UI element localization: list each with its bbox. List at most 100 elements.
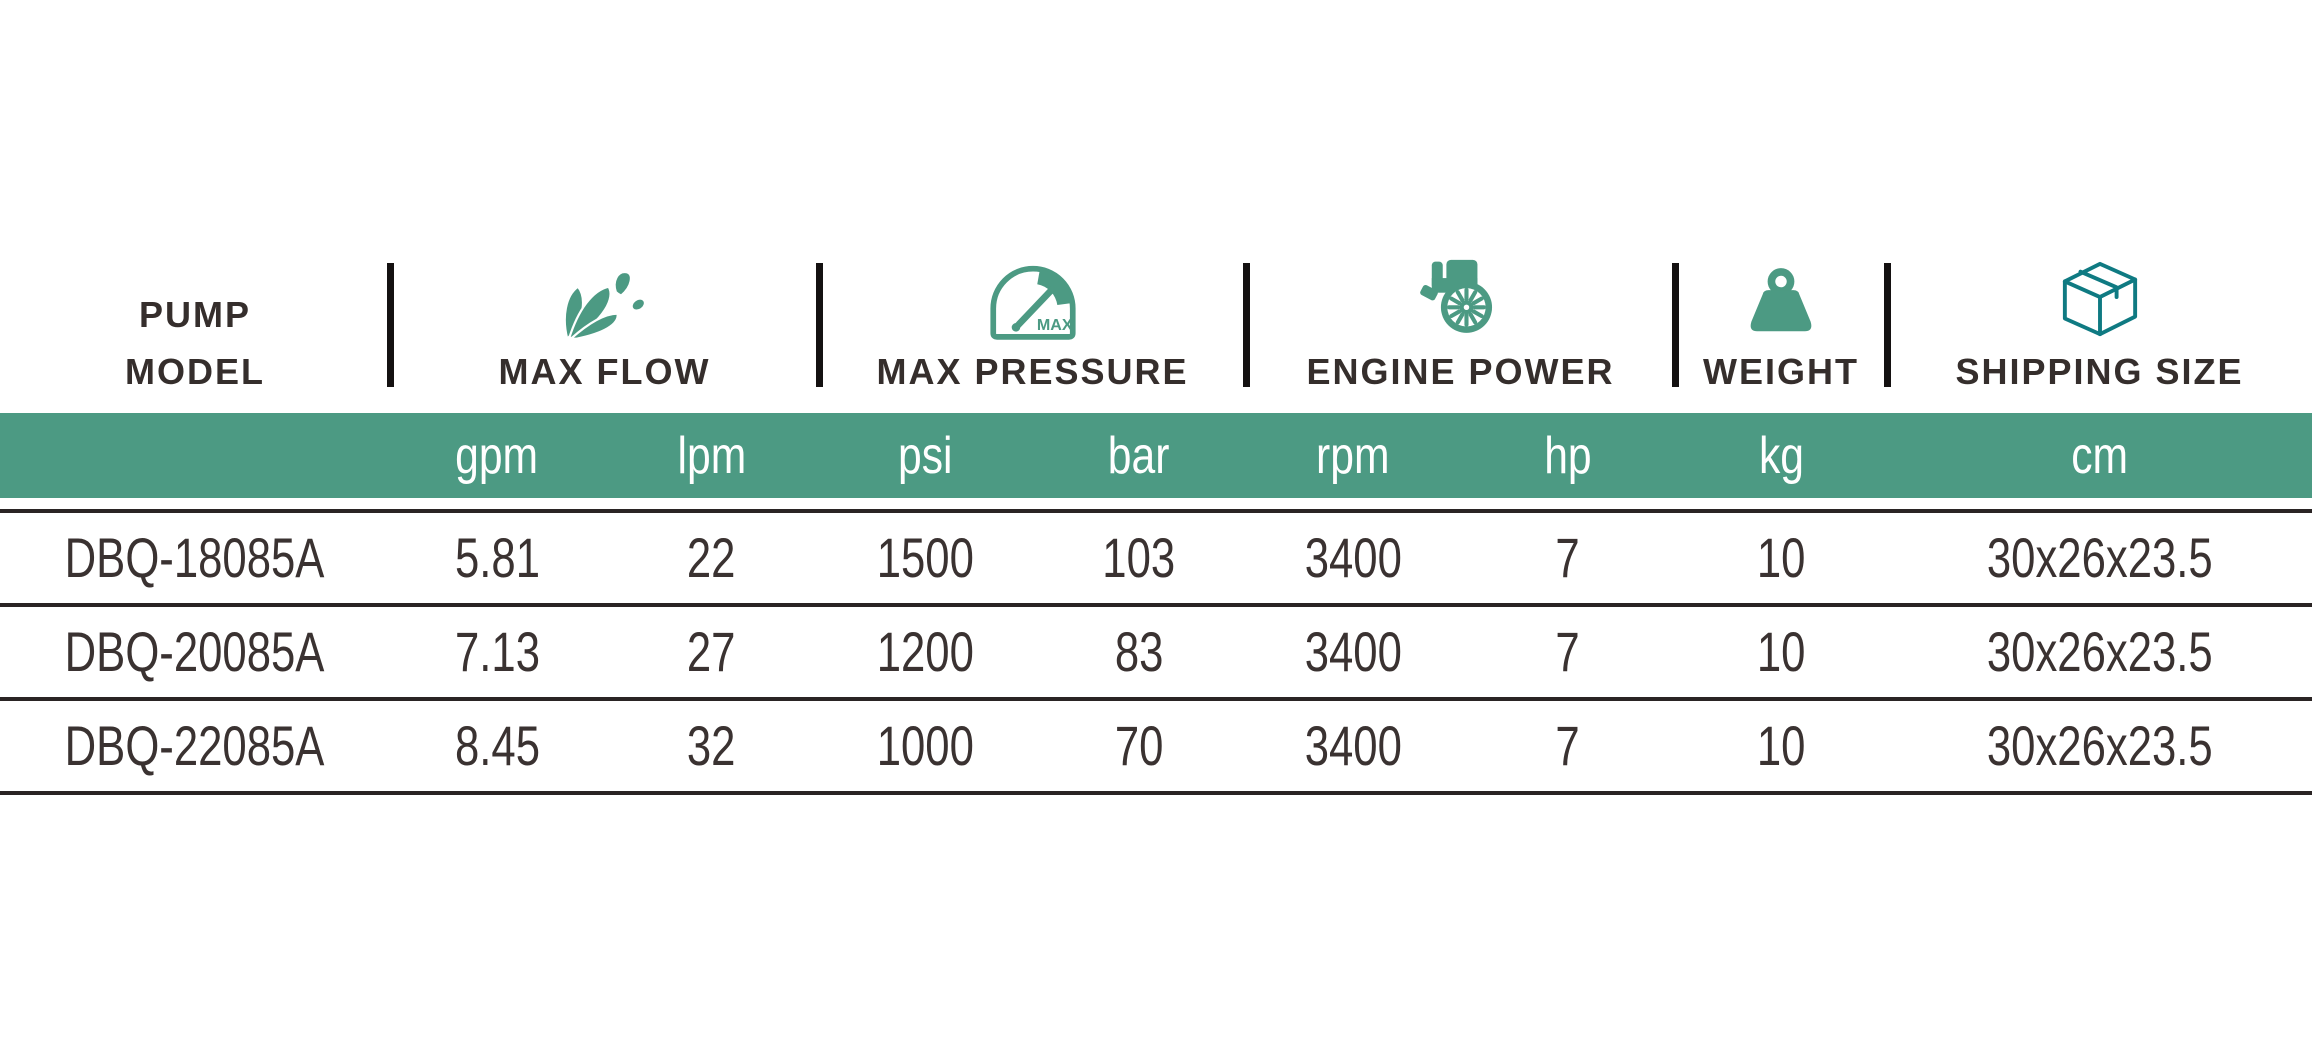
cell-cm: 30x26x23.5 — [1955, 530, 2245, 586]
weight-icon — [1750, 268, 1812, 332]
cell-psi: 1200 — [863, 624, 988, 680]
model-text: DBQ-18085A — [65, 526, 325, 589]
unit-gpm-text: gpm — [455, 426, 539, 485]
value-text: 10 — [1756, 620, 1806, 683]
value-text: 3400 — [1304, 620, 1402, 683]
header-shipping-size: SHIPPING SIZE — [1887, 257, 2312, 393]
header-divider — [1672, 263, 1679, 387]
value-text: 30x26x23.5 — [1986, 526, 2213, 589]
value-text: 27 — [687, 620, 736, 683]
cell-hp: 7 — [1552, 530, 1583, 586]
value-text: 83 — [1114, 620, 1164, 683]
unit-rpm: rpm — [1308, 430, 1398, 482]
water-splash-icon — [563, 270, 646, 341]
header-max-pressure: MAX MAX PRESSURE — [819, 257, 1246, 393]
header-divider — [816, 263, 823, 387]
cell-psi: 1500 — [863, 530, 988, 586]
unit-lpm: lpm — [670, 430, 754, 482]
header-divider — [1884, 263, 1891, 387]
value-text: 30x26x23.5 — [1986, 620, 2213, 683]
cell-bar: 70 — [1108, 718, 1170, 774]
header-divider — [1243, 263, 1250, 387]
value-text: 1200 — [876, 620, 975, 683]
cell-lpm: 32 — [680, 718, 742, 774]
value-text: 70 — [1114, 714, 1164, 777]
header-pump-model: PUMP MODEL — [0, 297, 390, 393]
cell-model: DBQ-20085A — [28, 624, 361, 680]
unit-bar: bar — [1101, 430, 1176, 482]
table-row: DBQ-22085A 8.45 32 1000 70 3400 7 10 30x… — [0, 701, 2312, 795]
unit-kg-text: kg — [1758, 426, 1804, 485]
table-row: DBQ-20085A 7.13 27 1200 83 3400 7 10 30x… — [0, 607, 2312, 701]
cell-cm: 30x26x23.5 — [1955, 624, 2245, 680]
shipping-size-label: SHIPPING SIZE — [1955, 351, 2244, 392]
header-max-flow: MAX FLOW — [390, 261, 819, 393]
unit-cm: cm — [2065, 430, 2134, 482]
cell-hp: 7 — [1552, 624, 1583, 680]
value-text: 7 — [1555, 526, 1580, 589]
value-text: 10 — [1756, 714, 1806, 777]
unit-rpm-text: rpm — [1316, 426, 1390, 485]
units-band: gpm lpm psi bar rpm hp kg cm — [0, 413, 2312, 498]
cell-gpm: 7.13 — [443, 624, 552, 680]
value-text: 3400 — [1304, 714, 1402, 777]
pump-model-label: PUMP MODEL — [125, 297, 265, 390]
unit-hp: hp — [1539, 430, 1597, 482]
value-text: 8.45 — [454, 714, 540, 777]
cell-lpm: 22 — [680, 530, 742, 586]
value-text: 1000 — [876, 714, 975, 777]
value-text: 3400 — [1304, 526, 1402, 589]
cell-cm: 30x26x23.5 — [1955, 718, 2245, 774]
value-text: 30x26x23.5 — [1986, 714, 2213, 777]
cell-bar: 103 — [1092, 530, 1185, 586]
header-weight: WEIGHT — [1675, 266, 1887, 393]
value-text: 7 — [1555, 620, 1580, 683]
cell-rpm: 3400 — [1291, 530, 1416, 586]
model-text: DBQ-22085A — [65, 714, 325, 777]
value-text: 5.81 — [454, 526, 540, 589]
value-text: 103 — [1102, 526, 1176, 589]
weight-label: WEIGHT — [1703, 351, 1859, 392]
unit-gpm: gpm — [446, 430, 547, 482]
pump-model-line1: PUMP — [138, 294, 251, 335]
header-engine-power: ENGINE POWER — [1246, 259, 1675, 393]
shipping-box-icon — [2062, 261, 2137, 337]
header-divider — [387, 263, 394, 387]
value-text: 1500 — [876, 526, 975, 589]
cell-model: DBQ-18085A — [28, 530, 361, 586]
table-header-row: PUMP MODEL MAX FLOW — [0, 148, 2312, 393]
cell-psi: 1000 — [863, 718, 988, 774]
unit-kg: kg — [1754, 430, 1809, 482]
cell-hp: 7 — [1552, 718, 1583, 774]
unit-psi: psi — [892, 430, 958, 482]
value-text: 10 — [1756, 526, 1806, 589]
pressure-gauge-icon: MAX — [989, 265, 1076, 340]
engine-icon — [1419, 259, 1492, 333]
unit-hp-text: hp — [1543, 426, 1592, 485]
cell-kg: 10 — [1750, 718, 1812, 774]
cell-bar: 83 — [1108, 624, 1170, 680]
unit-psi-text: psi — [898, 426, 953, 485]
value-text: 22 — [687, 526, 736, 589]
cell-gpm: 5.81 — [443, 530, 552, 586]
cell-gpm: 8.45 — [443, 718, 552, 774]
unit-lpm-text: lpm — [677, 426, 746, 485]
gauge-max-text: MAX — [1036, 316, 1072, 334]
value-text: 7.13 — [454, 620, 540, 683]
value-text: 7 — [1555, 714, 1580, 777]
pump-model-line2: MODEL — [125, 351, 265, 392]
table-row: DBQ-18085A 5.81 22 1500 103 3400 7 10 30… — [0, 513, 2312, 607]
model-text: DBQ-20085A — [65, 620, 325, 683]
cell-model: DBQ-22085A — [28, 718, 361, 774]
table-body: DBQ-18085A 5.81 22 1500 103 3400 7 10 30… — [0, 509, 2312, 795]
unit-cm-text: cm — [2071, 426, 2128, 485]
cell-rpm: 3400 — [1291, 718, 1416, 774]
cell-kg: 10 — [1750, 624, 1812, 680]
engine-power-label: ENGINE POWER — [1306, 351, 1615, 392]
value-text: 32 — [687, 714, 736, 777]
cell-lpm: 27 — [680, 624, 742, 680]
unit-bar-text: bar — [1108, 426, 1170, 485]
cell-kg: 10 — [1750, 530, 1812, 586]
cell-rpm: 3400 — [1291, 624, 1416, 680]
